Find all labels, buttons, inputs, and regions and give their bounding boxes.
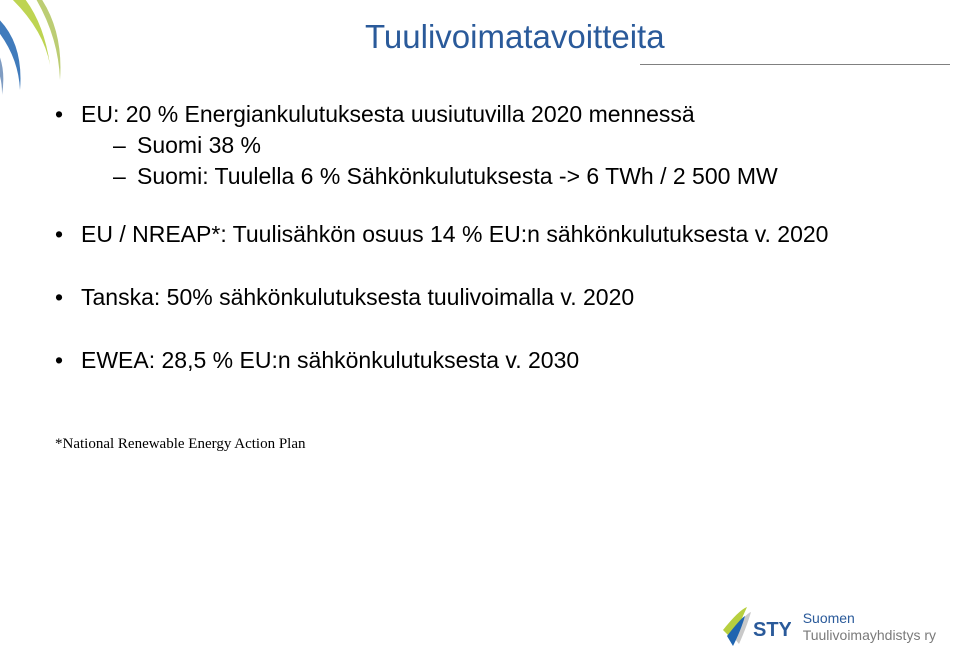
content-area: EU: 20 % Energiankulutuksesta uusiutuvil… bbox=[55, 100, 920, 453]
bullet-subitem: Suomi 38 % bbox=[55, 131, 920, 160]
title-rule bbox=[640, 64, 950, 65]
footer-text: Suomen Tuulivoimayhdistys ry bbox=[803, 610, 936, 644]
corner-accent-icon bbox=[0, 0, 100, 100]
page-title: Tuulivoimatavoitteita bbox=[365, 18, 665, 56]
bullet-item: EU / NREAP*: Tuulisähkön osuus 14 % EU:n… bbox=[55, 220, 920, 249]
footnote: *National Renewable Energy Action Plan bbox=[55, 435, 920, 454]
footer-line2: Tuulivoimayhdistys ry bbox=[803, 627, 936, 644]
footer-line1: Suomen bbox=[803, 610, 936, 627]
bullet-item: EWEA: 28,5 % EU:n sähkönkulutuksesta v. … bbox=[55, 346, 920, 375]
bullet-item: Tanska: 50% sähkönkulutuksesta tuulivoim… bbox=[55, 283, 920, 312]
footer-logo: STY Suomen Tuulivoimayhdistys ry bbox=[721, 604, 936, 650]
bullet-subitem: Suomi: Tuulella 6 % Sähkönkulutuksesta -… bbox=[55, 162, 920, 191]
logo-abbr: STY bbox=[753, 619, 791, 641]
bullet-item: EU: 20 % Energiankulutuksesta uusiutuvil… bbox=[55, 100, 920, 129]
sty-logo-icon: STY bbox=[721, 604, 791, 650]
